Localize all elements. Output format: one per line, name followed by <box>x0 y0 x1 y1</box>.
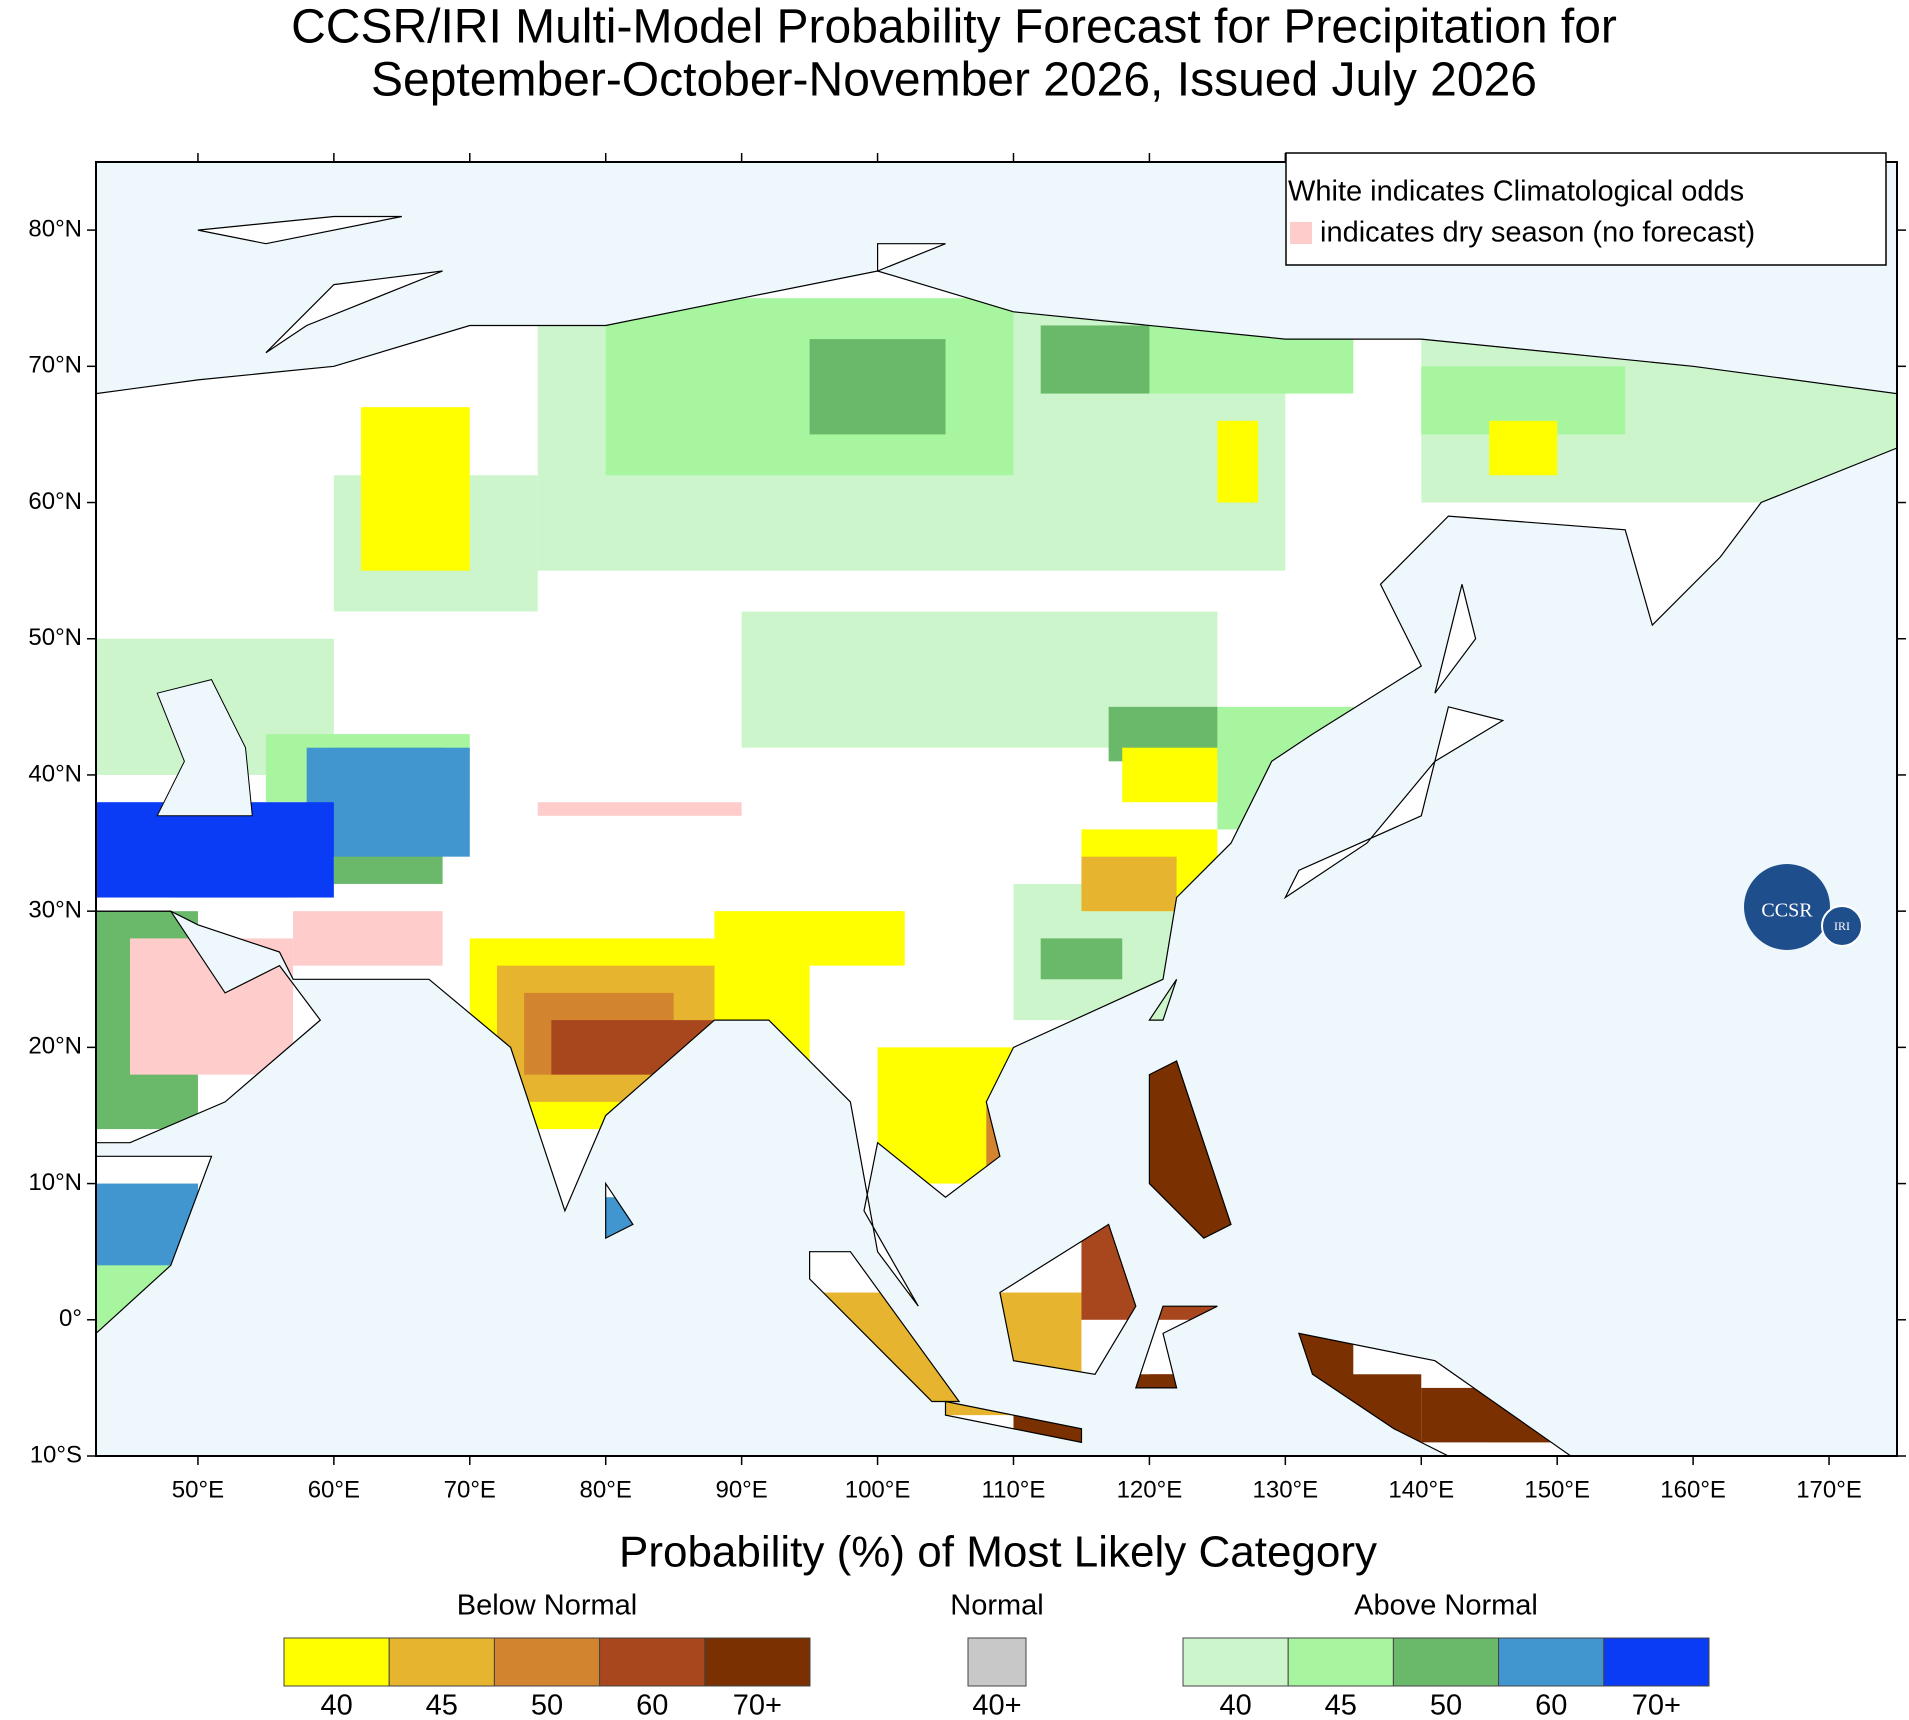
legend-label: 60 <box>1535 1690 1567 1720</box>
x-tick-label: 140°E <box>1388 1476 1454 1503</box>
legend-title: Probability (%) of Most Likely Category <box>619 1528 1377 1577</box>
note-box <box>1285 152 1887 266</box>
legend-label: 40+ <box>972 1690 1021 1720</box>
legend-label: 45 <box>1325 1690 1357 1720</box>
forecast-patch <box>361 407 470 571</box>
title-line: September-October-November 2026, Issued … <box>371 54 1537 107</box>
logo-text: IRI <box>1834 919 1850 933</box>
legend-label: 45 <box>426 1690 458 1720</box>
x-tick-label: 130°E <box>1253 1476 1319 1503</box>
legend-group-title: Above Normal <box>1354 1590 1538 1622</box>
title-line: CCSR/IRI Multi-Model Probability Forecas… <box>291 1 1617 54</box>
legend-swatch <box>1287 1637 1394 1687</box>
forecast-patch <box>537 802 742 816</box>
forecast-patch <box>714 911 905 966</box>
forecast-patch <box>809 339 946 435</box>
y-tick-label: 10°S <box>30 1441 82 1468</box>
note-text: White indicates Climatological odds <box>1288 176 1744 208</box>
forecast-patch <box>1122 747 1218 803</box>
coastline <box>605 1181 634 1240</box>
legend-swatch <box>704 1637 811 1687</box>
land <box>197 216 402 244</box>
land <box>1285 706 1503 898</box>
y-tick-label: 0° <box>59 1305 82 1332</box>
y-tick-label: 50°N <box>28 624 82 651</box>
coastline <box>876 243 946 272</box>
x-tick-label: 160°E <box>1660 1476 1726 1503</box>
x-tick-label: 90°E <box>715 1476 767 1503</box>
forecast-patch <box>1040 938 1123 980</box>
legend-swatch <box>1498 1637 1605 1687</box>
coastline <box>1148 1060 1232 1239</box>
forecast-patch <box>1217 420 1259 503</box>
coastline <box>1148 978 1178 1021</box>
legend-label: 40 <box>1219 1690 1251 1720</box>
x-tick-label: 150°E <box>1524 1476 1590 1503</box>
legend-group-title: Below Normal <box>457 1590 638 1622</box>
forecast-patch <box>1489 420 1558 476</box>
legend-swatch <box>599 1637 706 1687</box>
x-tick-label: 50°E <box>172 1476 224 1503</box>
coastline <box>95 910 322 1144</box>
forecast-patch <box>170 843 294 898</box>
legend-label: 50 <box>1430 1690 1462 1720</box>
coastline <box>1283 706 1505 900</box>
x-tick-label: 110°E <box>982 1476 1046 1503</box>
legend-swatch <box>1603 1637 1710 1687</box>
coastline <box>999 1223 1137 1375</box>
y-tick-label: 80°N <box>28 215 82 242</box>
coastline <box>265 270 443 354</box>
x-tick-label: 60°E <box>308 1476 360 1503</box>
legend-swatch <box>283 1637 390 1687</box>
legend-swatch <box>388 1637 495 1687</box>
logo-badge <box>1821 905 1863 947</box>
land <box>265 271 443 353</box>
coastline <box>944 1400 1083 1444</box>
x-tick-label: 170°E <box>1796 1476 1862 1503</box>
x-tick-label: 120°E <box>1117 1476 1183 1503</box>
note-text: indicates dry season (no forecast) <box>1320 217 1755 249</box>
y-tick-label: 60°N <box>28 488 82 515</box>
legend-swatch <box>1392 1637 1500 1687</box>
legend-label: 50 <box>531 1690 563 1720</box>
sea <box>156 679 253 817</box>
coastline <box>95 270 1898 1307</box>
legend-swatch <box>1182 1637 1289 1687</box>
forecast-patch <box>293 911 443 966</box>
y-tick-label: 20°N <box>28 1033 82 1060</box>
legend-group-title: Normal <box>950 1590 1043 1622</box>
coastline <box>197 215 402 245</box>
y-tick-label: 30°N <box>28 897 82 924</box>
map-frame <box>95 161 1898 1457</box>
legend-label: 70+ <box>1632 1690 1681 1720</box>
land <box>1434 584 1476 694</box>
legend-label: 40 <box>320 1690 352 1720</box>
x-tick-label: 70°E <box>444 1476 496 1503</box>
y-tick-label: 10°N <box>28 1169 82 1196</box>
legend-label: 70+ <box>733 1690 782 1720</box>
legend-swatch <box>493 1637 601 1687</box>
legend-label: 60 <box>636 1690 668 1720</box>
logo <box>1744 864 1830 950</box>
coastline <box>1434 584 1477 694</box>
x-tick-label: 100°E <box>845 1476 911 1503</box>
y-tick-label: 70°N <box>28 352 82 379</box>
logo-text: CCSR <box>1761 900 1813 922</box>
forecast-patch <box>1040 325 1150 394</box>
x-tick-label: 80°E <box>580 1476 632 1503</box>
legend-swatch <box>967 1637 1027 1687</box>
dry-swatch <box>1290 222 1312 244</box>
forecast-patch <box>1081 856 1177 912</box>
y-tick-label: 40°N <box>28 760 82 787</box>
coastline <box>1134 1305 1218 1389</box>
